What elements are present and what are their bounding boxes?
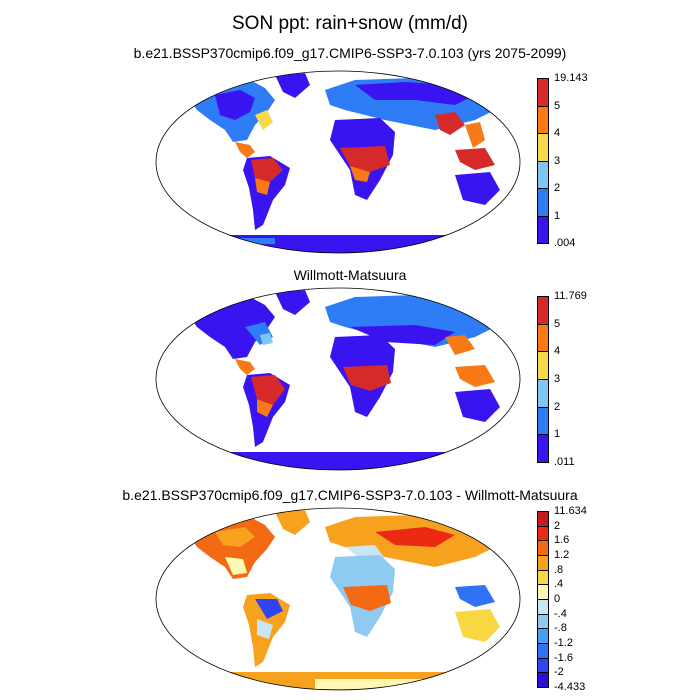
- colorbar-segment: [537, 434, 549, 463]
- colorbar-segment: [537, 78, 549, 107]
- colorbar-segment: [537, 511, 549, 527]
- colorbar-tick-label: 5: [554, 99, 561, 112]
- colorbar-tick-label: -.8: [554, 622, 567, 635]
- panel-title-observations: Willmott-Matsuura: [293, 267, 407, 283]
- figure-title: SON ppt: rain+snow (mm/d): [232, 13, 468, 34]
- colorbar-tick-label: 5: [554, 317, 561, 330]
- colorbar-segment: [537, 657, 549, 674]
- colorbar-segment: [537, 160, 549, 189]
- colorbar-tick-label: 1: [554, 209, 561, 222]
- colorbar-segment: [537, 628, 549, 644]
- colorbar-segment: [537, 540, 549, 556]
- colorbar-tick-label: .011: [554, 456, 575, 468]
- colorbar-tick-label: -1.6: [554, 651, 573, 664]
- colorbar-tick-label: 2: [554, 400, 561, 413]
- colorbar-tick-label: .4: [554, 578, 564, 591]
- colorbar-tick-label: .004: [554, 237, 576, 249]
- colorbar-segment: [537, 105, 549, 134]
- colorbar-segment: [537, 215, 549, 244]
- colorbar-segment: [537, 351, 549, 380]
- colorbar-segment: [537, 613, 549, 630]
- colorbar-tick-label: 4: [554, 345, 561, 358]
- panel-title-model: b.e21.BSSP370cmip6.f09_g17.CMIP6-SSP3-7.…: [133, 45, 567, 61]
- colorbar-tick-label: 0: [554, 593, 561, 605]
- colorbar-segment: [537, 643, 549, 659]
- colorbar-observations: [537, 296, 549, 463]
- colorbar-segment: [537, 379, 549, 408]
- colorbar-tick-label: -.4: [554, 607, 567, 620]
- colorbar-segment: [537, 323, 549, 353]
- colorbar-segment: [537, 672, 549, 688]
- colorbar-tick-label: 3: [554, 154, 561, 167]
- colorbar-segment: [537, 599, 549, 615]
- colorbar-tick-label: 1.2: [554, 549, 570, 561]
- colorbar-segment: [537, 525, 549, 542]
- difference-map: [155, 507, 521, 691]
- colorbar-segment: [537, 406, 549, 436]
- colorbar-tick-label: 19.143: [554, 72, 588, 84]
- colorbar-tick-label: 1: [554, 428, 561, 441]
- colorbar-tick-label: -4.433: [554, 681, 586, 693]
- colorbar-tick-label: 11.769: [554, 290, 587, 302]
- colorbar-tick-label: 1.6: [554, 534, 570, 547]
- colorbar-difference: [537, 511, 549, 688]
- colorbar-segment: [537, 584, 549, 600]
- colorbar-segment: [537, 188, 549, 217]
- colorbar-segment: [537, 133, 549, 162]
- colorbar-segment: [537, 555, 549, 571]
- model-precip-map: [155, 70, 521, 254]
- colorbar-tick-label: 4: [554, 127, 561, 139]
- colorbar-tick-label: -1.2: [554, 637, 573, 649]
- colorbar-tick-label: .8: [554, 563, 564, 576]
- observed-precip-map: [155, 287, 521, 471]
- colorbar-tick-label: 3: [554, 373, 561, 385]
- panel-title-difference: b.e21.BSSP370cmip6.f09_g17.CMIP6-SSP3-7.…: [122, 487, 578, 503]
- colorbar-segment: [537, 569, 549, 586]
- colorbar-tick-label: 2: [554, 182, 561, 194]
- colorbar-segment: [537, 296, 549, 325]
- colorbar-tick-label: 2: [554, 519, 561, 532]
- colorbar-model: [537, 78, 549, 244]
- colorbar-tick-label: 11.634: [554, 505, 587, 517]
- colorbar-tick-label: -2: [554, 666, 564, 679]
